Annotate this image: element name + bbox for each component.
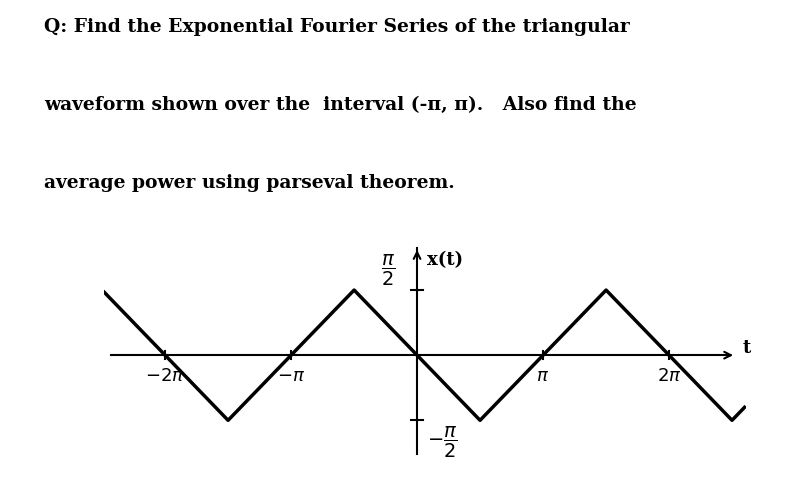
Text: waveform shown over the  interval (-π, π).   Also find the: waveform shown over the interval (-π, π)… [44, 97, 637, 114]
Text: $2\pi$: $2\pi$ [657, 367, 681, 385]
Text: t: t [743, 339, 751, 357]
Text: $\dfrac{\pi}{2}$: $\dfrac{\pi}{2}$ [381, 253, 395, 288]
Text: x(t): x(t) [427, 250, 464, 269]
Text: Q: Find the Exponential Fourier Series of the triangular: Q: Find the Exponential Fourier Series o… [44, 18, 630, 36]
Text: $-\pi$: $-\pi$ [277, 367, 305, 385]
Text: $\pi$: $\pi$ [537, 367, 549, 385]
Text: $-\dfrac{\pi}{2}$: $-\dfrac{\pi}{2}$ [427, 424, 458, 459]
Text: average power using parseval theorem.: average power using parseval theorem. [44, 174, 455, 192]
Text: $-2\pi$: $-2\pi$ [145, 367, 185, 385]
